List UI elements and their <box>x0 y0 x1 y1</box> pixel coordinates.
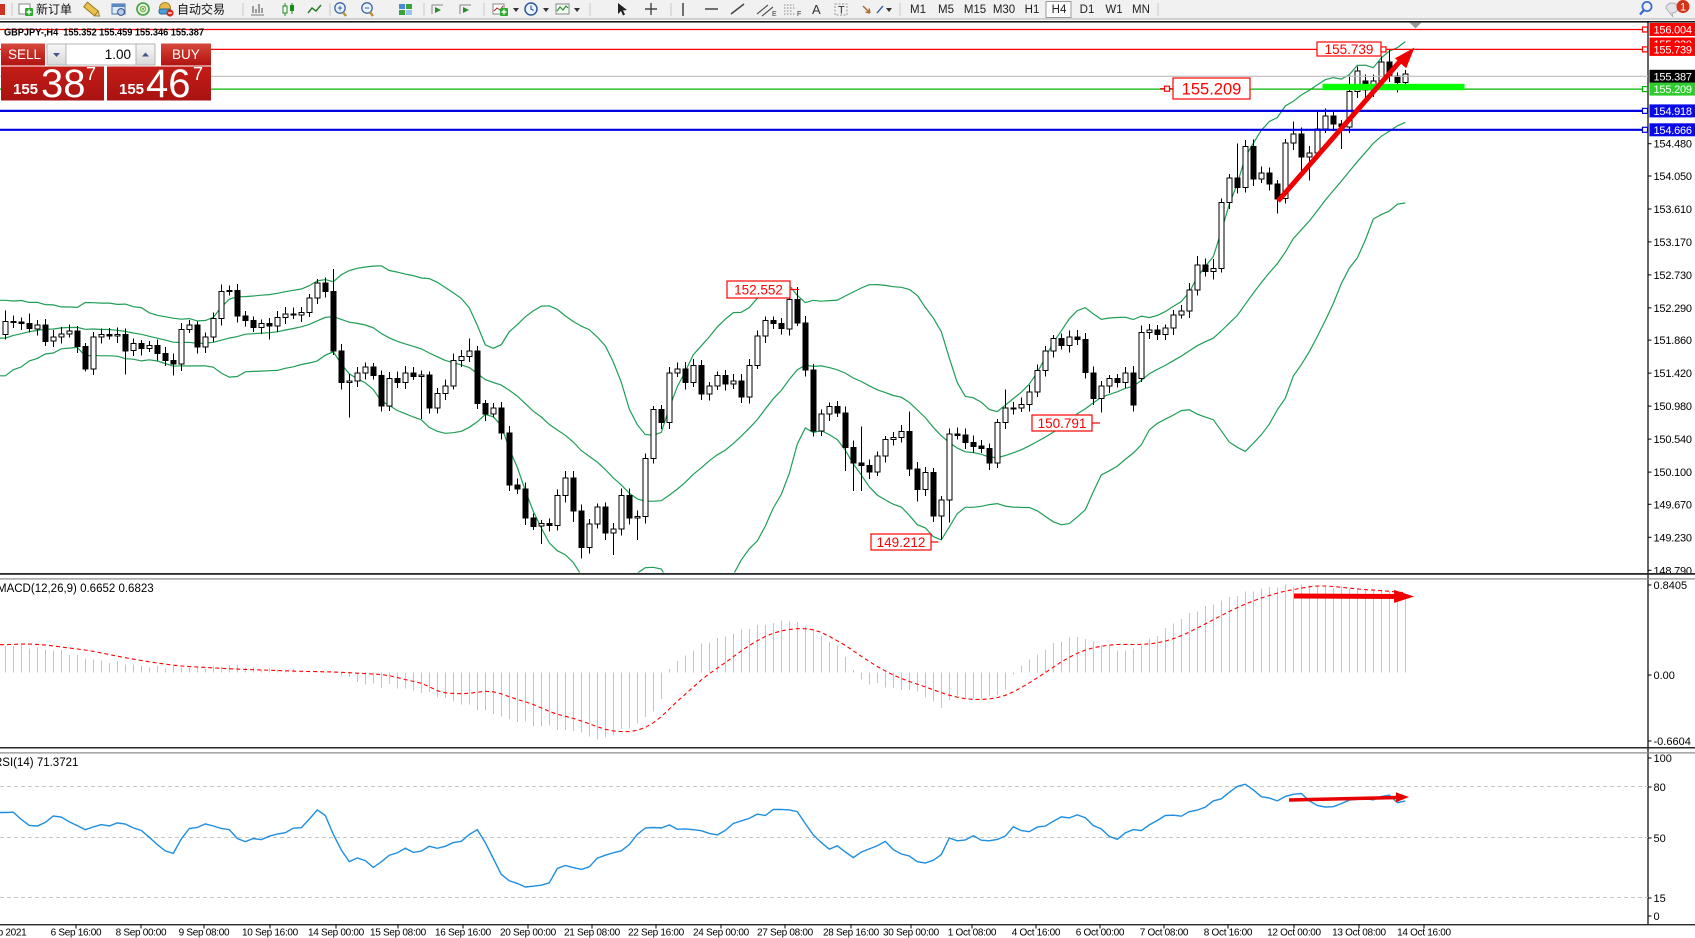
svg-text:BUY: BUY <box>172 47 200 62</box>
svg-text:28 Sep 16:00: 28 Sep 16:00 <box>823 928 880 938</box>
svg-text:21 Sep 08:00: 21 Sep 08:00 <box>564 928 621 938</box>
svg-text:MN: MN <box>1132 4 1150 16</box>
svg-text:M30: M30 <box>993 4 1015 16</box>
svg-text:16 Sep 16:00: 16 Sep 16:00 <box>435 928 492 938</box>
svg-text:SELL: SELL <box>8 47 42 62</box>
svg-text:1 Oct 08:00: 1 Oct 08:00 <box>948 928 997 938</box>
svg-text:50: 50 <box>1654 833 1666 845</box>
svg-text:154.050: 154.050 <box>1654 171 1693 183</box>
svg-text:M5: M5 <box>938 4 954 16</box>
svg-text:155.209: 155.209 <box>1654 84 1693 96</box>
svg-text:152.290: 152.290 <box>1654 303 1693 315</box>
svg-text:148.790: 148.790 <box>1654 565 1693 577</box>
svg-text:149.212: 149.212 <box>877 535 926 550</box>
svg-text:7: 7 <box>86 64 96 84</box>
svg-text:153.610: 153.610 <box>1654 204 1693 216</box>
svg-text:GBPJPY-,H4 155.352 155.459 15: GBPJPY-,H4 155.352 155.459 155.346 155.3… <box>4 28 204 39</box>
svg-text:154.480: 154.480 <box>1654 139 1693 151</box>
svg-text:80: 80 <box>1654 782 1666 794</box>
svg-text:155.209: 155.209 <box>1182 80 1242 98</box>
svg-text:156.004: 156.004 <box>1654 25 1693 37</box>
svg-text:E: E <box>772 11 777 18</box>
svg-text:13 Oct 08:00: 13 Oct 08:00 <box>1332 928 1386 938</box>
svg-text:M1: M1 <box>910 4 926 16</box>
svg-text:151.420: 151.420 <box>1654 368 1693 380</box>
svg-text:4 Oct 16:00: 4 Oct 16:00 <box>1012 928 1061 938</box>
svg-text:150.980: 150.980 <box>1654 401 1693 413</box>
svg-text:1.00: 1.00 <box>105 47 131 62</box>
svg-text:15: 15 <box>1654 893 1666 905</box>
svg-text:149.230: 149.230 <box>1654 532 1693 544</box>
svg-text:154.666: 154.666 <box>1654 125 1693 137</box>
svg-text:12 Oct 00:00: 12 Oct 00:00 <box>1267 928 1321 938</box>
svg-text:22 Sep 16:00: 22 Sep 16:00 <box>628 928 685 938</box>
svg-text:+: + <box>337 3 342 13</box>
svg-text:149.670: 149.670 <box>1654 499 1693 511</box>
svg-text:38: 38 <box>41 62 86 106</box>
svg-text:MACD(12,26,9) 0.6652 0.6823: MACD(12,26,9) 0.6652 0.6823 <box>0 583 154 595</box>
svg-text:6 Sep 16:00: 6 Sep 16:00 <box>51 928 102 938</box>
svg-text:7: 7 <box>193 64 203 84</box>
svg-text:D1: D1 <box>1080 4 1095 16</box>
svg-text:A: A <box>812 2 821 17</box>
svg-text:30 Sep 00:00: 30 Sep 00:00 <box>883 928 940 938</box>
svg-text:155.739: 155.739 <box>1654 44 1693 56</box>
svg-text:0: 0 <box>1654 911 1660 923</box>
svg-text:152.552: 152.552 <box>734 282 783 297</box>
svg-text:150.100: 150.100 <box>1654 467 1693 479</box>
svg-text:W1: W1 <box>1105 4 1122 16</box>
svg-text:150.791: 150.791 <box>1038 416 1087 431</box>
svg-text:1: 1 <box>1680 2 1686 14</box>
svg-text:6 Oct 00:00: 6 Oct 00:00 <box>1076 928 1125 938</box>
svg-text:0.8405: 0.8405 <box>1654 580 1688 592</box>
svg-text:F: F <box>797 11 801 18</box>
svg-text:7 Oct 08:00: 7 Oct 08:00 <box>1140 928 1189 938</box>
svg-text:H1: H1 <box>1025 4 1040 16</box>
svg-text:自动交易: 自动交易 <box>177 2 225 17</box>
svg-text:-0.6604: -0.6604 <box>1654 736 1691 748</box>
svg-text:Sep 2021: Sep 2021 <box>0 928 27 938</box>
svg-text:H4: H4 <box>1052 4 1067 16</box>
svg-text:10 Sep 16:00: 10 Sep 16:00 <box>242 928 299 938</box>
svg-text:RSI(14) 71.3721: RSI(14) 71.3721 <box>0 757 78 769</box>
svg-text:T: T <box>838 5 845 17</box>
svg-text:8 Sep 00:00: 8 Sep 00:00 <box>116 928 167 938</box>
svg-text:153.170: 153.170 <box>1654 237 1693 249</box>
svg-text:100: 100 <box>1654 753 1672 765</box>
svg-text:155.739: 155.739 <box>1325 42 1374 57</box>
svg-text:0.00: 0.00 <box>1654 670 1675 682</box>
svg-text:新订单: 新订单 <box>36 2 72 17</box>
svg-text:155.387: 155.387 <box>1654 71 1693 83</box>
svg-text:151.860: 151.860 <box>1654 335 1693 347</box>
svg-text:14 Sep 00:00: 14 Sep 00:00 <box>308 928 365 938</box>
svg-text:15 Sep 08:00: 15 Sep 08:00 <box>370 928 427 938</box>
svg-text:14 Oct 16:00: 14 Oct 16:00 <box>1397 928 1451 938</box>
svg-text:24 Sep 00:00: 24 Sep 00:00 <box>693 928 750 938</box>
svg-text:152.730: 152.730 <box>1654 270 1693 282</box>
svg-text:9 Sep 08:00: 9 Sep 08:00 <box>179 928 230 938</box>
svg-text:155: 155 <box>13 81 38 98</box>
svg-text:155: 155 <box>119 81 144 98</box>
svg-text:150.540: 150.540 <box>1654 434 1693 446</box>
svg-text:154.918: 154.918 <box>1654 106 1693 118</box>
svg-text:46: 46 <box>146 62 191 106</box>
svg-text:20 Sep 00:00: 20 Sep 00:00 <box>500 928 557 938</box>
svg-text:−: − <box>364 3 369 13</box>
svg-text:M15: M15 <box>964 4 986 16</box>
svg-text:8 Oct 16:00: 8 Oct 16:00 <box>1204 928 1253 938</box>
svg-text:27 Sep 08:00: 27 Sep 08:00 <box>757 928 814 938</box>
